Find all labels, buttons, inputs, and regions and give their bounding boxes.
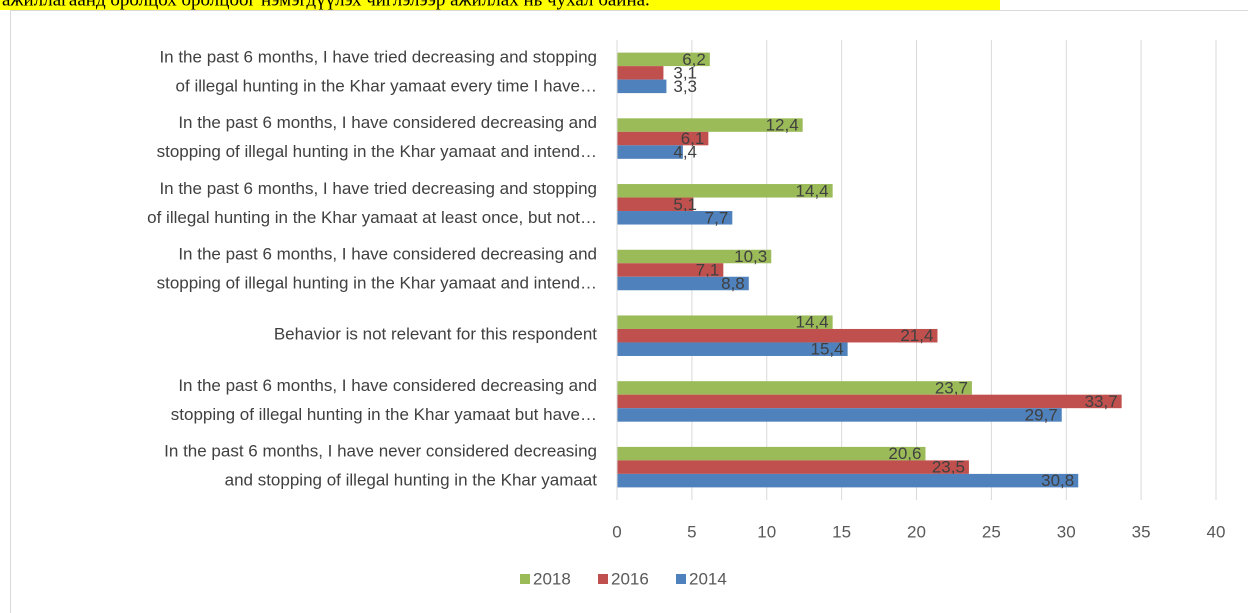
data-label: 14,4 <box>796 313 829 332</box>
y-tick-label: In the past 6 months, I have considered … <box>157 245 597 293</box>
x-tick-label: 25 <box>982 522 1001 541</box>
bar <box>617 66 664 80</box>
legend-label: 2018 <box>533 569 571 588</box>
highlight <box>0 0 1000 10</box>
label-line: stopping of illegal hunting in the Khar … <box>171 405 597 424</box>
bar <box>617 197 694 212</box>
legend-swatch <box>598 574 608 584</box>
bar <box>617 342 848 356</box>
bar <box>617 446 926 461</box>
bar <box>617 79 667 94</box>
y-tick-label: In the past 6 months, I have never consi… <box>164 442 597 490</box>
x-tick-label: 40 <box>1207 522 1226 541</box>
bar <box>617 211 733 225</box>
legend-swatch <box>676 574 686 584</box>
bar <box>617 460 969 474</box>
label-line: Behavior is not relevant for this respon… <box>274 325 597 344</box>
x-tick-label: 15 <box>832 522 851 541</box>
legend-label: 2016 <box>611 569 649 588</box>
label-line: of illegal hunting in the Khar yamaat at… <box>147 208 597 227</box>
label-line: In the past 6 months, I have considered … <box>178 114 597 133</box>
data-label: 23,7 <box>935 378 968 397</box>
data-label: 29,7 <box>1025 405 1058 424</box>
bar <box>617 52 710 67</box>
bar <box>617 184 833 198</box>
bar <box>617 276 749 291</box>
y-tick-label: In the past 6 months, I have considered … <box>171 376 597 424</box>
y-tick-label: Behavior is not relevant for this respon… <box>274 325 597 344</box>
bar <box>617 328 938 343</box>
bar <box>617 145 683 159</box>
data-label: 30,8 <box>1041 471 1074 490</box>
label-line: In the past 6 months, I have tried decre… <box>159 48 597 67</box>
bar <box>617 315 833 329</box>
y-tick-label: In the past 6 months, I have tried decre… <box>159 48 597 96</box>
data-label: 7,7 <box>705 208 729 227</box>
x-tick-label: 5 <box>687 522 696 541</box>
data-label: 3,3 <box>673 77 697 96</box>
label-line: of illegal hunting in the Khar yamaat ev… <box>176 77 597 96</box>
x-tick-label: 30 <box>1057 522 1076 541</box>
data-label: 20,6 <box>888 444 921 463</box>
data-label: 5,1 <box>673 195 697 214</box>
bar <box>617 394 1122 409</box>
data-label: 6,2 <box>682 50 706 69</box>
data-label: 14,4 <box>796 181 829 200</box>
data-label: 33,7 <box>1085 392 1118 411</box>
label-line: In the past 6 months, I have considered … <box>178 245 597 264</box>
label-line: stopping of illegal hunting in the Khar … <box>157 143 597 162</box>
data-label: 23,5 <box>932 458 965 477</box>
label-line: In the past 6 months, I have considered … <box>178 376 597 395</box>
label-line: stopping of illegal hunting in the Khar … <box>157 274 597 293</box>
bar <box>617 131 709 146</box>
bar <box>617 249 772 264</box>
legend-label: 2014 <box>689 569 727 588</box>
data-label: 6,1 <box>681 129 705 148</box>
data-label: 3,1 <box>673 63 697 82</box>
x-tick-label: 20 <box>907 522 926 541</box>
bar <box>617 118 803 132</box>
label-line: In the past 6 months, I have tried decre… <box>159 179 597 198</box>
data-label: 21,4 <box>900 326 933 345</box>
bar <box>617 473 1079 488</box>
data-label: 15,4 <box>811 340 844 359</box>
data-label: 4,4 <box>673 143 697 162</box>
x-tick-label: 35 <box>1132 522 1151 541</box>
x-tick-label: 10 <box>757 522 776 541</box>
y-tick-label: In the past 6 months, I have tried decre… <box>147 179 597 227</box>
data-label: 10,3 <box>734 247 767 266</box>
bar <box>617 263 724 277</box>
data-label: 7,1 <box>696 260 720 279</box>
bar <box>617 408 1062 422</box>
annotation: ажиллагаанд оролцох оролцоог нэмэгдүүлэх… <box>2 0 650 10</box>
legend-swatch <box>520 574 530 584</box>
chart-border <box>10 10 1248 613</box>
y-tick-label: In the past 6 months, I have considered … <box>157 114 597 162</box>
label-line: and stopping of illegal hunting in the K… <box>225 471 598 490</box>
data-label: 8,8 <box>721 274 745 293</box>
bar <box>617 381 972 395</box>
x-tick-label: 0 <box>612 522 621 541</box>
data-label: 12,4 <box>766 116 799 135</box>
label-line: In the past 6 months, I have never consi… <box>164 442 597 461</box>
